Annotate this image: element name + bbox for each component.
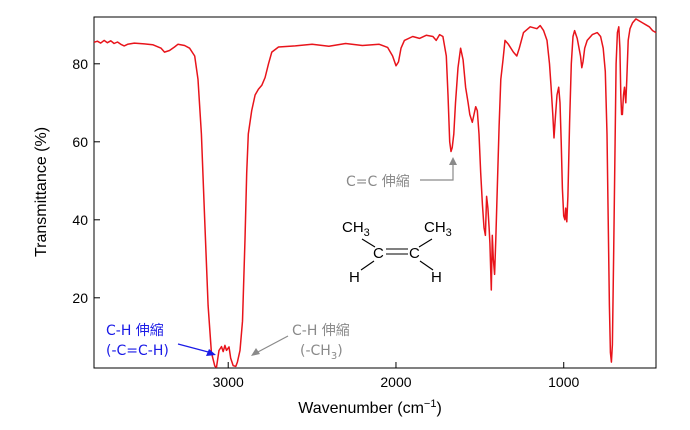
x-tick-label: 1000 (548, 374, 579, 390)
y-axis-title: Transmittance (%) (33, 127, 50, 257)
y-tick-label: 80 (72, 56, 88, 72)
x-axis: 3000 2000 1000 (213, 362, 580, 390)
hydrogen-right-label: H (431, 269, 442, 286)
bond-lines (360, 238, 434, 271)
annotation-line2: (-C=C-H) (106, 343, 169, 359)
molecule-structure: CH3 CH3 C C H H (342, 219, 452, 286)
annotation-ch-stretch-alkene: C-H 伸縮 (-C=C-H) (106, 323, 216, 359)
y-tick-label: 60 (72, 134, 88, 150)
spectrum-line (93, 18, 657, 368)
y-tick-label: 20 (72, 290, 88, 306)
carbon-right-label: C (409, 245, 420, 262)
carbon-left-label: C (373, 245, 384, 262)
annotation-arrowhead (449, 157, 457, 165)
hydrogen-left-label: H (349, 269, 360, 286)
annotation-arrowhead (206, 349, 216, 356)
annotation-line2: (-CH3) (300, 343, 343, 362)
annotation-line1: C-H 伸縮 (292, 323, 350, 339)
x-tick-label: 3000 (213, 374, 244, 390)
x-tick-label: 2000 (380, 374, 411, 390)
annotation-cc-stretch: C=C 伸縮 (346, 157, 457, 190)
annotation-arrow (177, 343, 213, 354)
annotation-text: C=C 伸縮 (346, 174, 410, 190)
annotation-ch-stretch-methyl: C-H 伸縮 (-CH3) (251, 323, 350, 362)
methyl-left-label: CH3 (342, 219, 370, 239)
annotation-arrowhead (251, 348, 260, 356)
methyl-right-label: CH3 (424, 219, 452, 239)
annotation-line1: C-H 伸縮 (106, 323, 164, 339)
y-tick-label: 40 (72, 212, 88, 228)
annotation-arrow (420, 163, 454, 181)
y-axis: 20 40 60 80 (72, 56, 100, 306)
x-axis-title: Wavenumber (cm−1) (298, 398, 442, 417)
annotation-arrow (255, 335, 289, 354)
